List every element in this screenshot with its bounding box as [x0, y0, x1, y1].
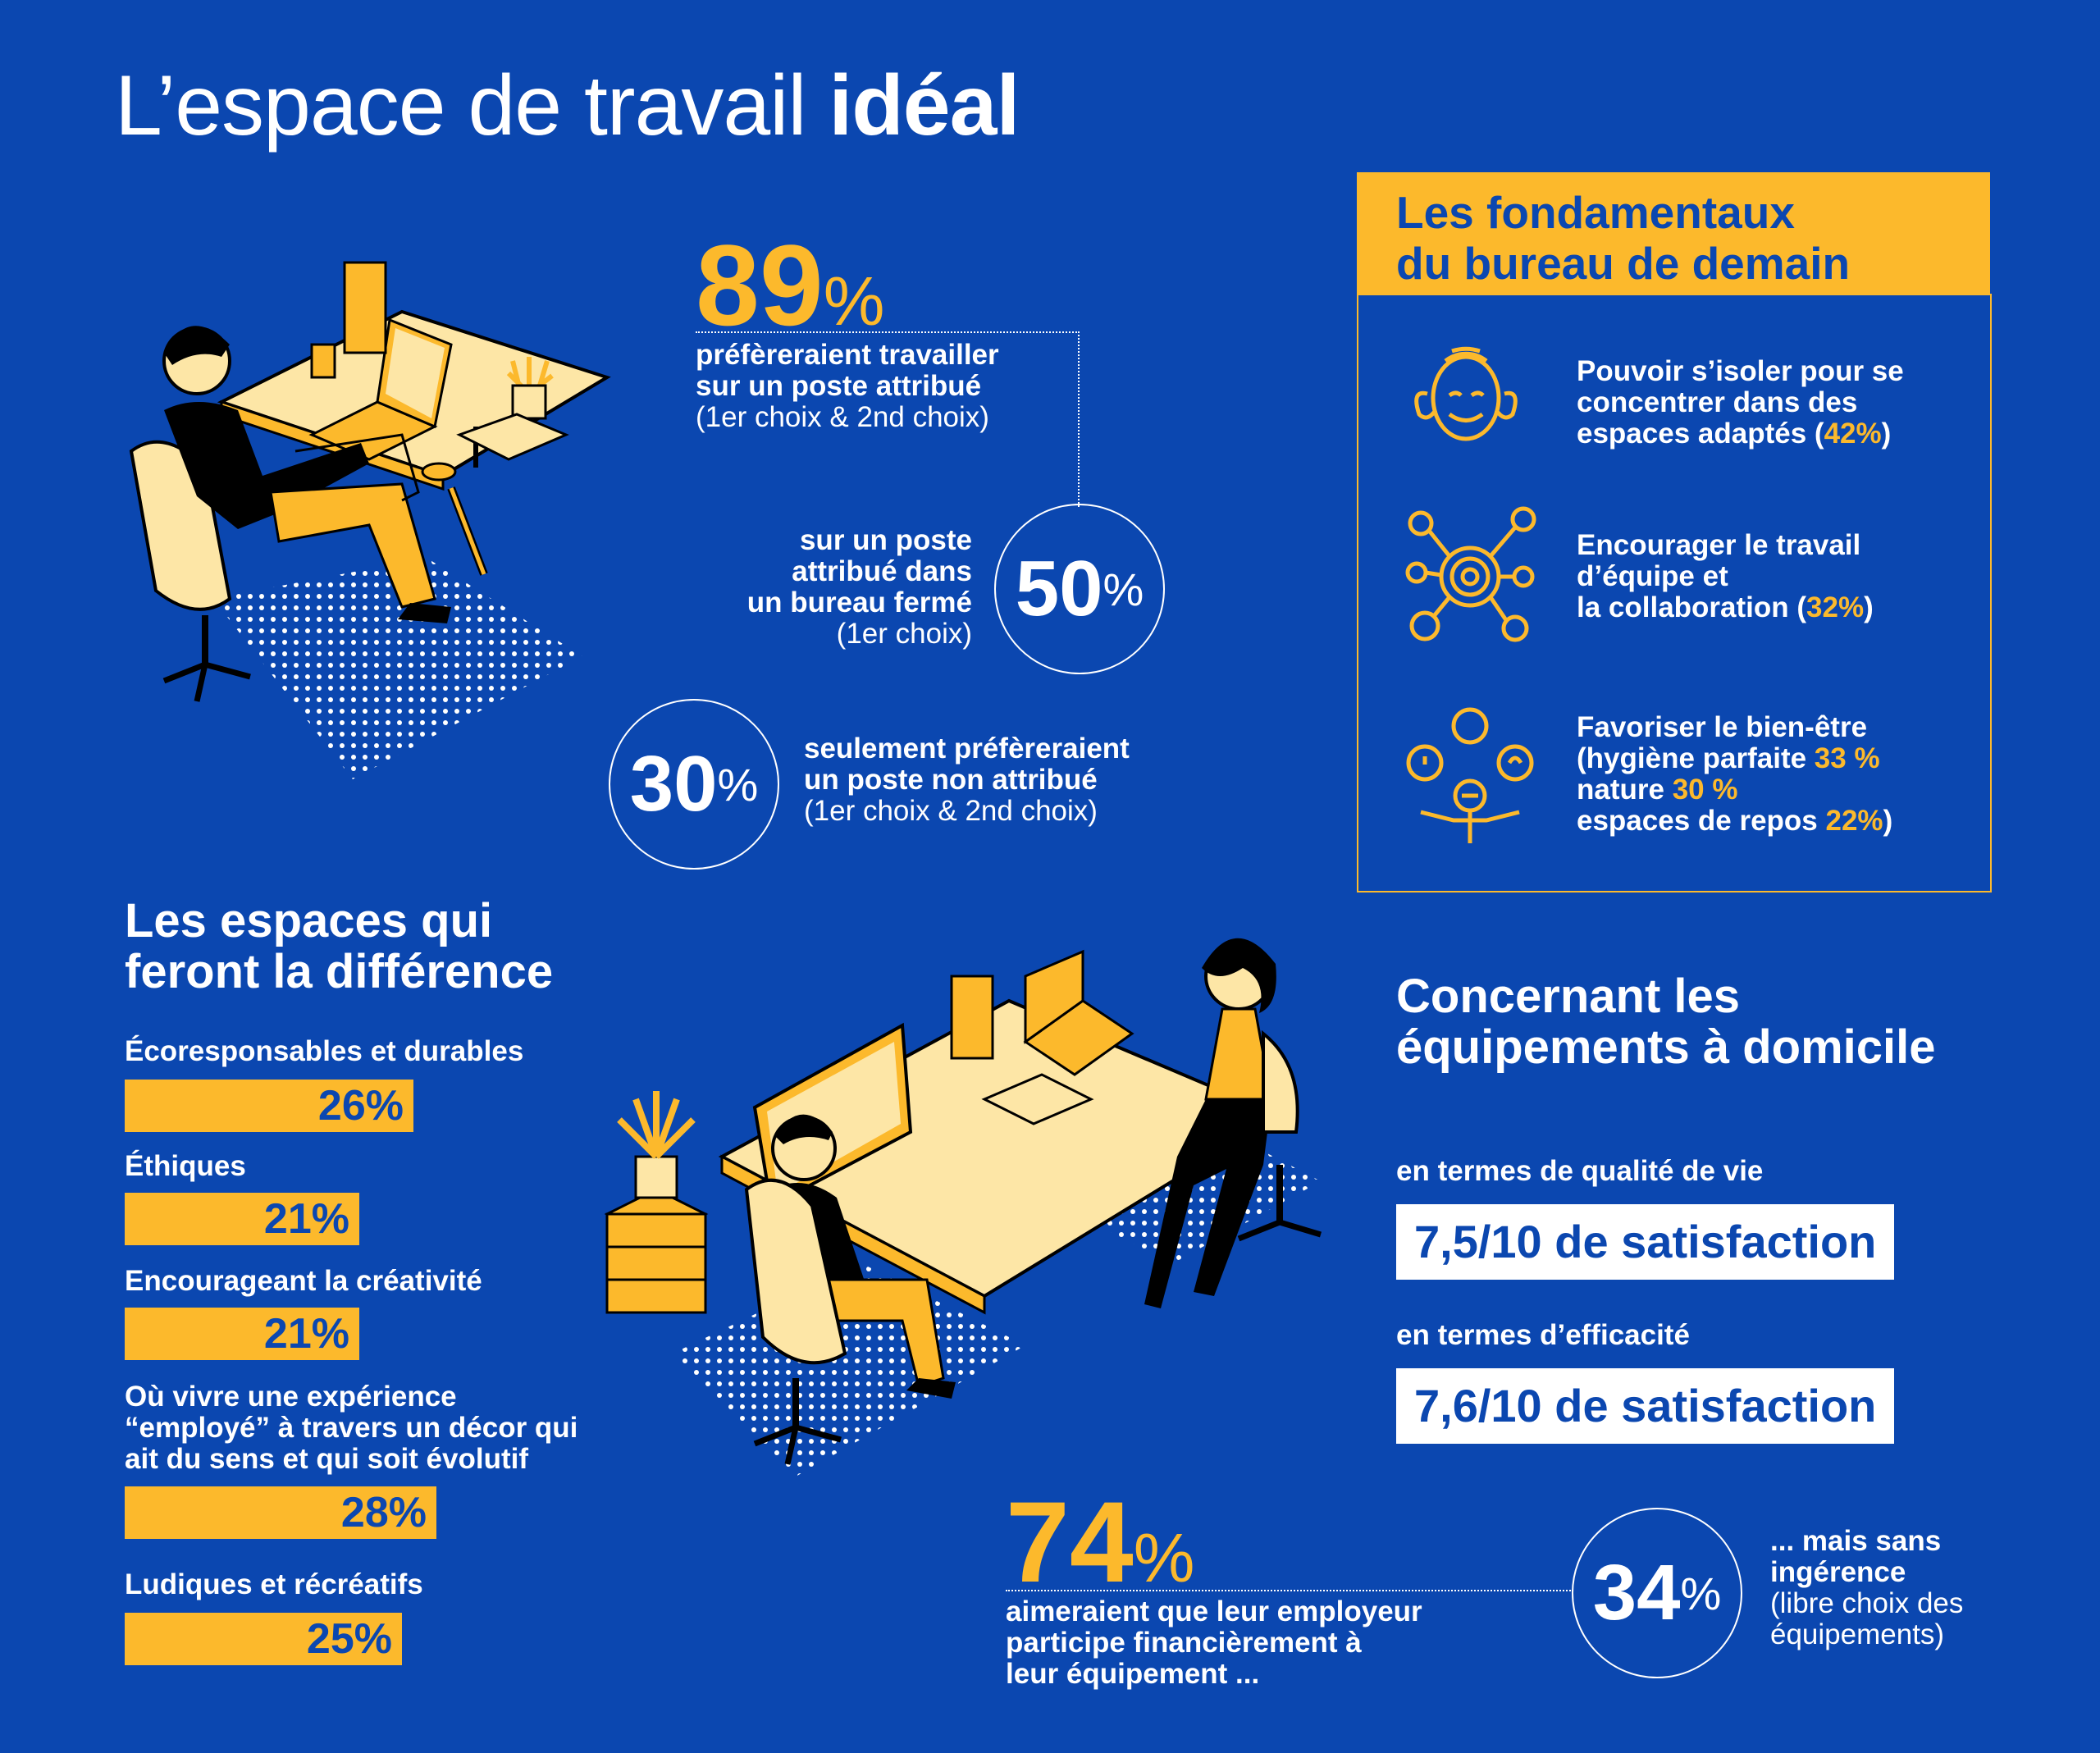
espace-bar-4: 28%: [125, 1486, 436, 1539]
equipements-title-line1: Concernant les: [1396, 970, 1740, 1023]
fitem3-l3: nature: [1577, 774, 1673, 806]
stat-30-line2: un poste non attribué: [804, 764, 1098, 796]
stat-74-line3: leur équipement ...: [1006, 1658, 1260, 1690]
single-worker-illustration: [129, 261, 611, 779]
stat-89-connector: [696, 331, 1080, 333]
stat-50-line2: attribué dans: [792, 555, 972, 587]
stat-30-pct: %: [717, 758, 759, 810]
equipements-title: Concernant les équipements à domicile: [1396, 971, 1936, 1073]
stat-34-line3: (libre choix des: [1770, 1587, 1964, 1619]
two-workers-illustration: [604, 938, 1322, 1477]
stat-74-pct: %: [1133, 1519, 1195, 1596]
fitem3-l4: espaces de repos: [1577, 805, 1826, 837]
espace-bar-2: 21%: [125, 1193, 359, 1245]
network-icon: [1405, 506, 1536, 642]
fitem3-end: ): [1883, 805, 1893, 837]
fondamentaux-title-line2: du bureau de demain: [1396, 238, 1851, 289]
efficiency-value: 7,6/10 de satisfaction: [1396, 1368, 1895, 1444]
page-title: L’espace de travail idéal: [115, 57, 1020, 155]
quality-label: en termes de qualité de vie: [1396, 1155, 1764, 1187]
fitem1-pct: 42%: [1824, 418, 1882, 450]
espace-bar-5: 25%: [125, 1613, 402, 1665]
fitem1-l3: espaces adaptés (: [1577, 418, 1824, 450]
stat-34-line1: ... mais sans: [1770, 1525, 1942, 1557]
espace-label-4-l3: ait du sens et qui soit évolutif: [125, 1443, 528, 1475]
focus-head-icon: [1414, 346, 1518, 441]
stat-34-circle: 34%: [1572, 1508, 1742, 1678]
espace-label-4: Où vivre une expérience “employé” à trav…: [125, 1381, 578, 1475]
stat-89-pct: %: [823, 262, 885, 340]
stat-50-value: 50: [1015, 545, 1103, 632]
page-title-regular: L’espace de travail: [115, 58, 829, 153]
fitem3-l1: Favoriser le bien-être: [1577, 711, 1868, 743]
stat-74-line2: participe financièrement à: [1006, 1627, 1362, 1659]
stat-34-value: 34: [1592, 1549, 1681, 1637]
espace-label-3: Encourageant la créativité: [125, 1265, 482, 1297]
equipements-title-line2: équipements à domicile: [1396, 1020, 1936, 1074]
fitem2-l3: la collaboration (: [1577, 591, 1807, 623]
stat-34-line4: équipements): [1770, 1618, 1945, 1650]
stat-50-circle: 50%: [994, 504, 1165, 674]
stat-50-line1: sur un poste: [799, 524, 972, 556]
stat-30-value: 30: [629, 740, 718, 828]
stat-30-circle: 30%: [609, 699, 779, 870]
quality-value: 7,5/10 de satisfaction: [1396, 1204, 1895, 1280]
fondamentaux-title-line1: Les fondamentaux: [1396, 187, 1795, 238]
stat-30-line1: seulement préfèreraient: [804, 733, 1130, 765]
stat-89-line2: sur un poste attribué: [696, 370, 982, 402]
fondamentaux-item-3: Favoriser le bien-être (hygiène parfaite…: [1577, 712, 1892, 837]
fitem1-l1: Pouvoir s’isoler pour se: [1577, 355, 1904, 387]
stat-50-line3: un bureau fermé: [746, 587, 972, 619]
fitem2-l2: d’équipe et: [1577, 560, 1728, 592]
stat-74-text: aimeraient que leur employeur participe …: [1006, 1596, 1422, 1690]
stat-34-pct: %: [1680, 1567, 1722, 1619]
stat-34-line2: ingérence: [1770, 1556, 1906, 1588]
fitem2-end: ): [1864, 591, 1874, 623]
stat-89-number: 89%: [696, 228, 884, 343]
espace-label-4-l2: “employé” à travers un décor qui: [125, 1412, 578, 1444]
espaces-title-line2: feront la différence: [125, 945, 554, 998]
efficiency-label: en termes d’efficacité: [1396, 1319, 1690, 1351]
stat-74-line1: aimeraient que leur employeur: [1006, 1596, 1422, 1627]
stat-30-text: seulement préfèreraient un poste non att…: [804, 733, 1130, 827]
fitem2-pct: 32%: [1806, 591, 1865, 623]
fitem1-end: ): [1881, 418, 1892, 450]
fondamentaux-item-2: Encourager le travail d’équipe et la col…: [1577, 530, 1874, 623]
fitem3-l2: (hygiène parfaite: [1577, 742, 1815, 774]
stat-89-text: préfèreraient travailler sur un poste at…: [696, 340, 999, 433]
stat-74-connector: [1006, 1590, 1573, 1591]
stat-34-text: ... mais sans ingérence (libre choix des…: [1770, 1526, 1963, 1650]
fitem3-l4pct: 22%: [1825, 805, 1883, 837]
fitem2-l1: Encourager le travail: [1577, 529, 1861, 561]
stat-74-number: 74%: [1006, 1485, 1194, 1600]
espaces-title-line1: Les espaces qui: [125, 894, 493, 947]
stat-89-value: 89: [696, 221, 824, 349]
stat-89-note: (1er choix & 2nd choix): [696, 401, 989, 433]
stat-30-note: (1er choix & 2nd choix): [804, 795, 1098, 827]
fitem3-l3pct: 30 %: [1672, 774, 1738, 806]
wellbeing-icon: [1406, 707, 1534, 843]
espace-label-5: Ludiques et récréatifs: [125, 1568, 423, 1600]
espace-bar-1: 26%: [125, 1080, 413, 1132]
stat-89-line1: préfèreraient travailler: [696, 339, 999, 371]
stat-50-text: sur un poste attribué dans un bureau fer…: [656, 525, 972, 650]
espace-label-2: Éthiques: [125, 1150, 246, 1182]
fondamentaux-panel: [1357, 294, 1992, 892]
fondamentaux-header: Les fondamentaux du bureau de demain: [1357, 172, 1990, 295]
fondamentaux-item-1: Pouvoir s’isoler pour se concentrer dans…: [1577, 356, 1904, 450]
fitem3-l2pct: 33 %: [1814, 742, 1880, 774]
stat-89-connector-v: [1078, 331, 1080, 507]
page-title-bold: idéal: [829, 58, 1020, 153]
espace-label-1: Écoresponsables et durables: [125, 1035, 524, 1067]
espace-bar-3: 21%: [125, 1308, 359, 1360]
espace-label-4-l1: Où vivre une expérience: [125, 1381, 457, 1413]
espaces-title: Les espaces qui feront la différence: [125, 896, 553, 997]
stat-50-pct: %: [1102, 563, 1144, 615]
stat-50-note: (1er choix): [836, 618, 972, 650]
stat-74-value: 74: [1006, 1477, 1134, 1606]
fitem1-l2: concentrer dans des: [1577, 386, 1858, 418]
